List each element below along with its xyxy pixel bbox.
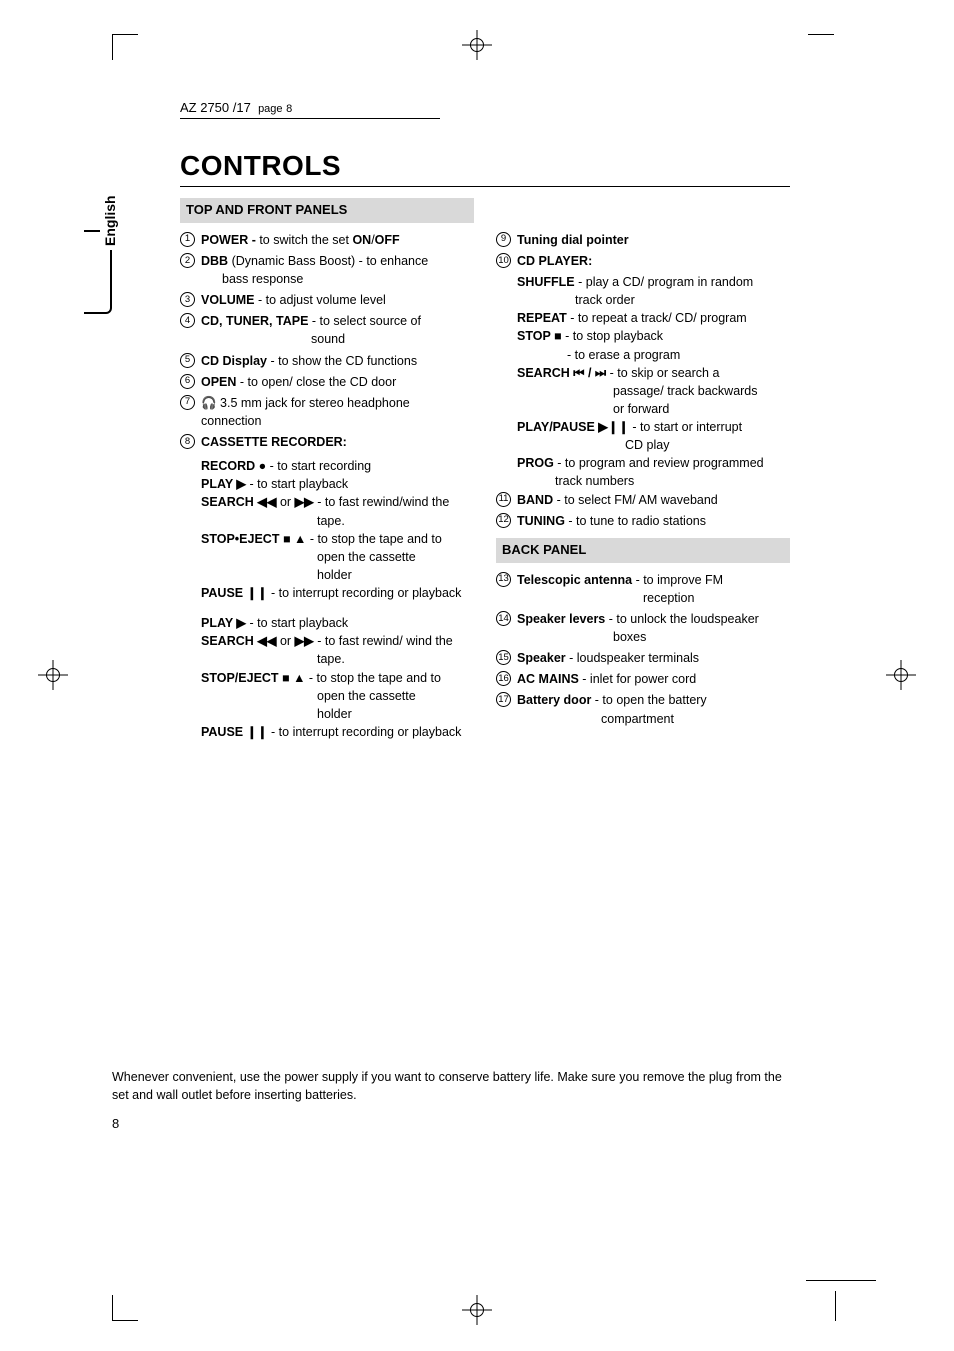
control-9: 9 Tuning dial pointer — [496, 231, 790, 249]
index-1: 1 — [180, 232, 195, 247]
control-3: 3 VOLUME - to adjust volume level — [180, 291, 474, 309]
control-7: 7 🎧 3.5 mm jack for stereo headphone con… — [180, 394, 474, 430]
crop-mark — [808, 34, 834, 52]
control-4: 4 CD, TUNER, TAPE - to select source of … — [180, 312, 474, 348]
control-15: 15 Speaker - loudspeaker terminals — [496, 649, 790, 667]
index-3: 3 — [180, 292, 195, 307]
control-2-text: DBB (Dynamic Bass Boost) - to enhance ba… — [201, 252, 428, 288]
crop-mark — [112, 34, 138, 60]
index-13: 13 — [496, 572, 511, 587]
control-13: 13 Telescopic antenna - to improve FM re… — [496, 571, 790, 607]
control-16: 16 AC MAINS - inlet for power cord — [496, 670, 790, 688]
index-5: 5 — [180, 353, 195, 368]
index-8: 8 — [180, 434, 195, 449]
crop-mark — [806, 1280, 876, 1281]
registration-mark — [462, 30, 492, 60]
footnote: Whenever convenient, use the power suppl… — [112, 1068, 792, 1104]
index-15: 15 — [496, 650, 511, 665]
right-column: . 9 Tuning dial pointer 10 CD PLAYER: SH… — [496, 198, 790, 741]
control-5: 5 CD Display - to show the CD functions — [180, 352, 474, 370]
index-11: 11 — [496, 492, 511, 507]
index-2: 2 — [180, 253, 195, 268]
left-column: TOP AND FRONT PANELS 1 POWER - to switch… — [180, 198, 474, 741]
cd-player-block: SHUFFLE - play a CD/ program in random t… — [517, 273, 790, 491]
cassette-block: RECORD ● - to start recording PLAY ▶ - t… — [201, 457, 474, 741]
page-label: page — [258, 103, 282, 115]
index-6: 6 — [180, 374, 195, 389]
page-number-bottom: 8 — [112, 1116, 119, 1131]
control-1: 1 POWER - to switch the set ON/OFF — [180, 231, 474, 249]
index-7: 7 — [180, 395, 195, 410]
control-6: 6 OPEN - to open/ close the CD door — [180, 373, 474, 391]
control-17: 17 Battery door - to open the battery co… — [496, 691, 790, 727]
headphone-icon: 🎧 — [201, 396, 217, 410]
control-11: 11 BAND - to select FM/ AM waveband — [496, 491, 790, 509]
registration-mark — [886, 660, 916, 690]
index-4: 4 — [180, 313, 195, 328]
control-8: 8 CASSETTE RECORDER: — [180, 433, 474, 451]
control-12: 12 TUNING - to tune to radio stations — [496, 512, 790, 530]
content-columns: TOP AND FRONT PANELS 1 POWER - to switch… — [180, 198, 790, 741]
control-14: 14 Speaker levers - to unlock the loudsp… — [496, 610, 790, 646]
control-7-text: 🎧 3.5 mm jack for stereo headphone conne… — [201, 394, 410, 430]
index-17: 17 — [496, 692, 511, 707]
page-title: CONTROLS — [180, 150, 341, 182]
running-header: AZ 2750 /17 page 8 — [180, 100, 440, 119]
control-1-text: POWER - to switch the set ON/OFF — [201, 231, 400, 249]
index-10: 10 — [496, 253, 511, 268]
language-tab: English — [100, 191, 120, 250]
page-number: 8 — [286, 103, 292, 115]
index-12: 12 — [496, 513, 511, 528]
section-header-topfront: TOP AND FRONT PANELS — [180, 198, 474, 223]
control-10: 10 CD PLAYER: — [496, 252, 790, 270]
index-14: 14 — [496, 611, 511, 626]
model-number: AZ 2750 /17 — [180, 100, 251, 115]
section-header-back: BACK PANEL — [496, 538, 790, 563]
registration-mark — [38, 660, 68, 690]
index-16: 16 — [496, 671, 511, 686]
control-4-text: CD, TUNER, TAPE - to select source of so… — [201, 312, 421, 348]
registration-mark — [462, 1295, 492, 1325]
control-2: 2 DBB (Dynamic Bass Boost) - to enhance … — [180, 252, 474, 288]
crop-mark — [835, 1291, 836, 1321]
crop-mark — [112, 1295, 138, 1321]
title-rule — [180, 186, 790, 187]
index-9: 9 — [496, 232, 511, 247]
